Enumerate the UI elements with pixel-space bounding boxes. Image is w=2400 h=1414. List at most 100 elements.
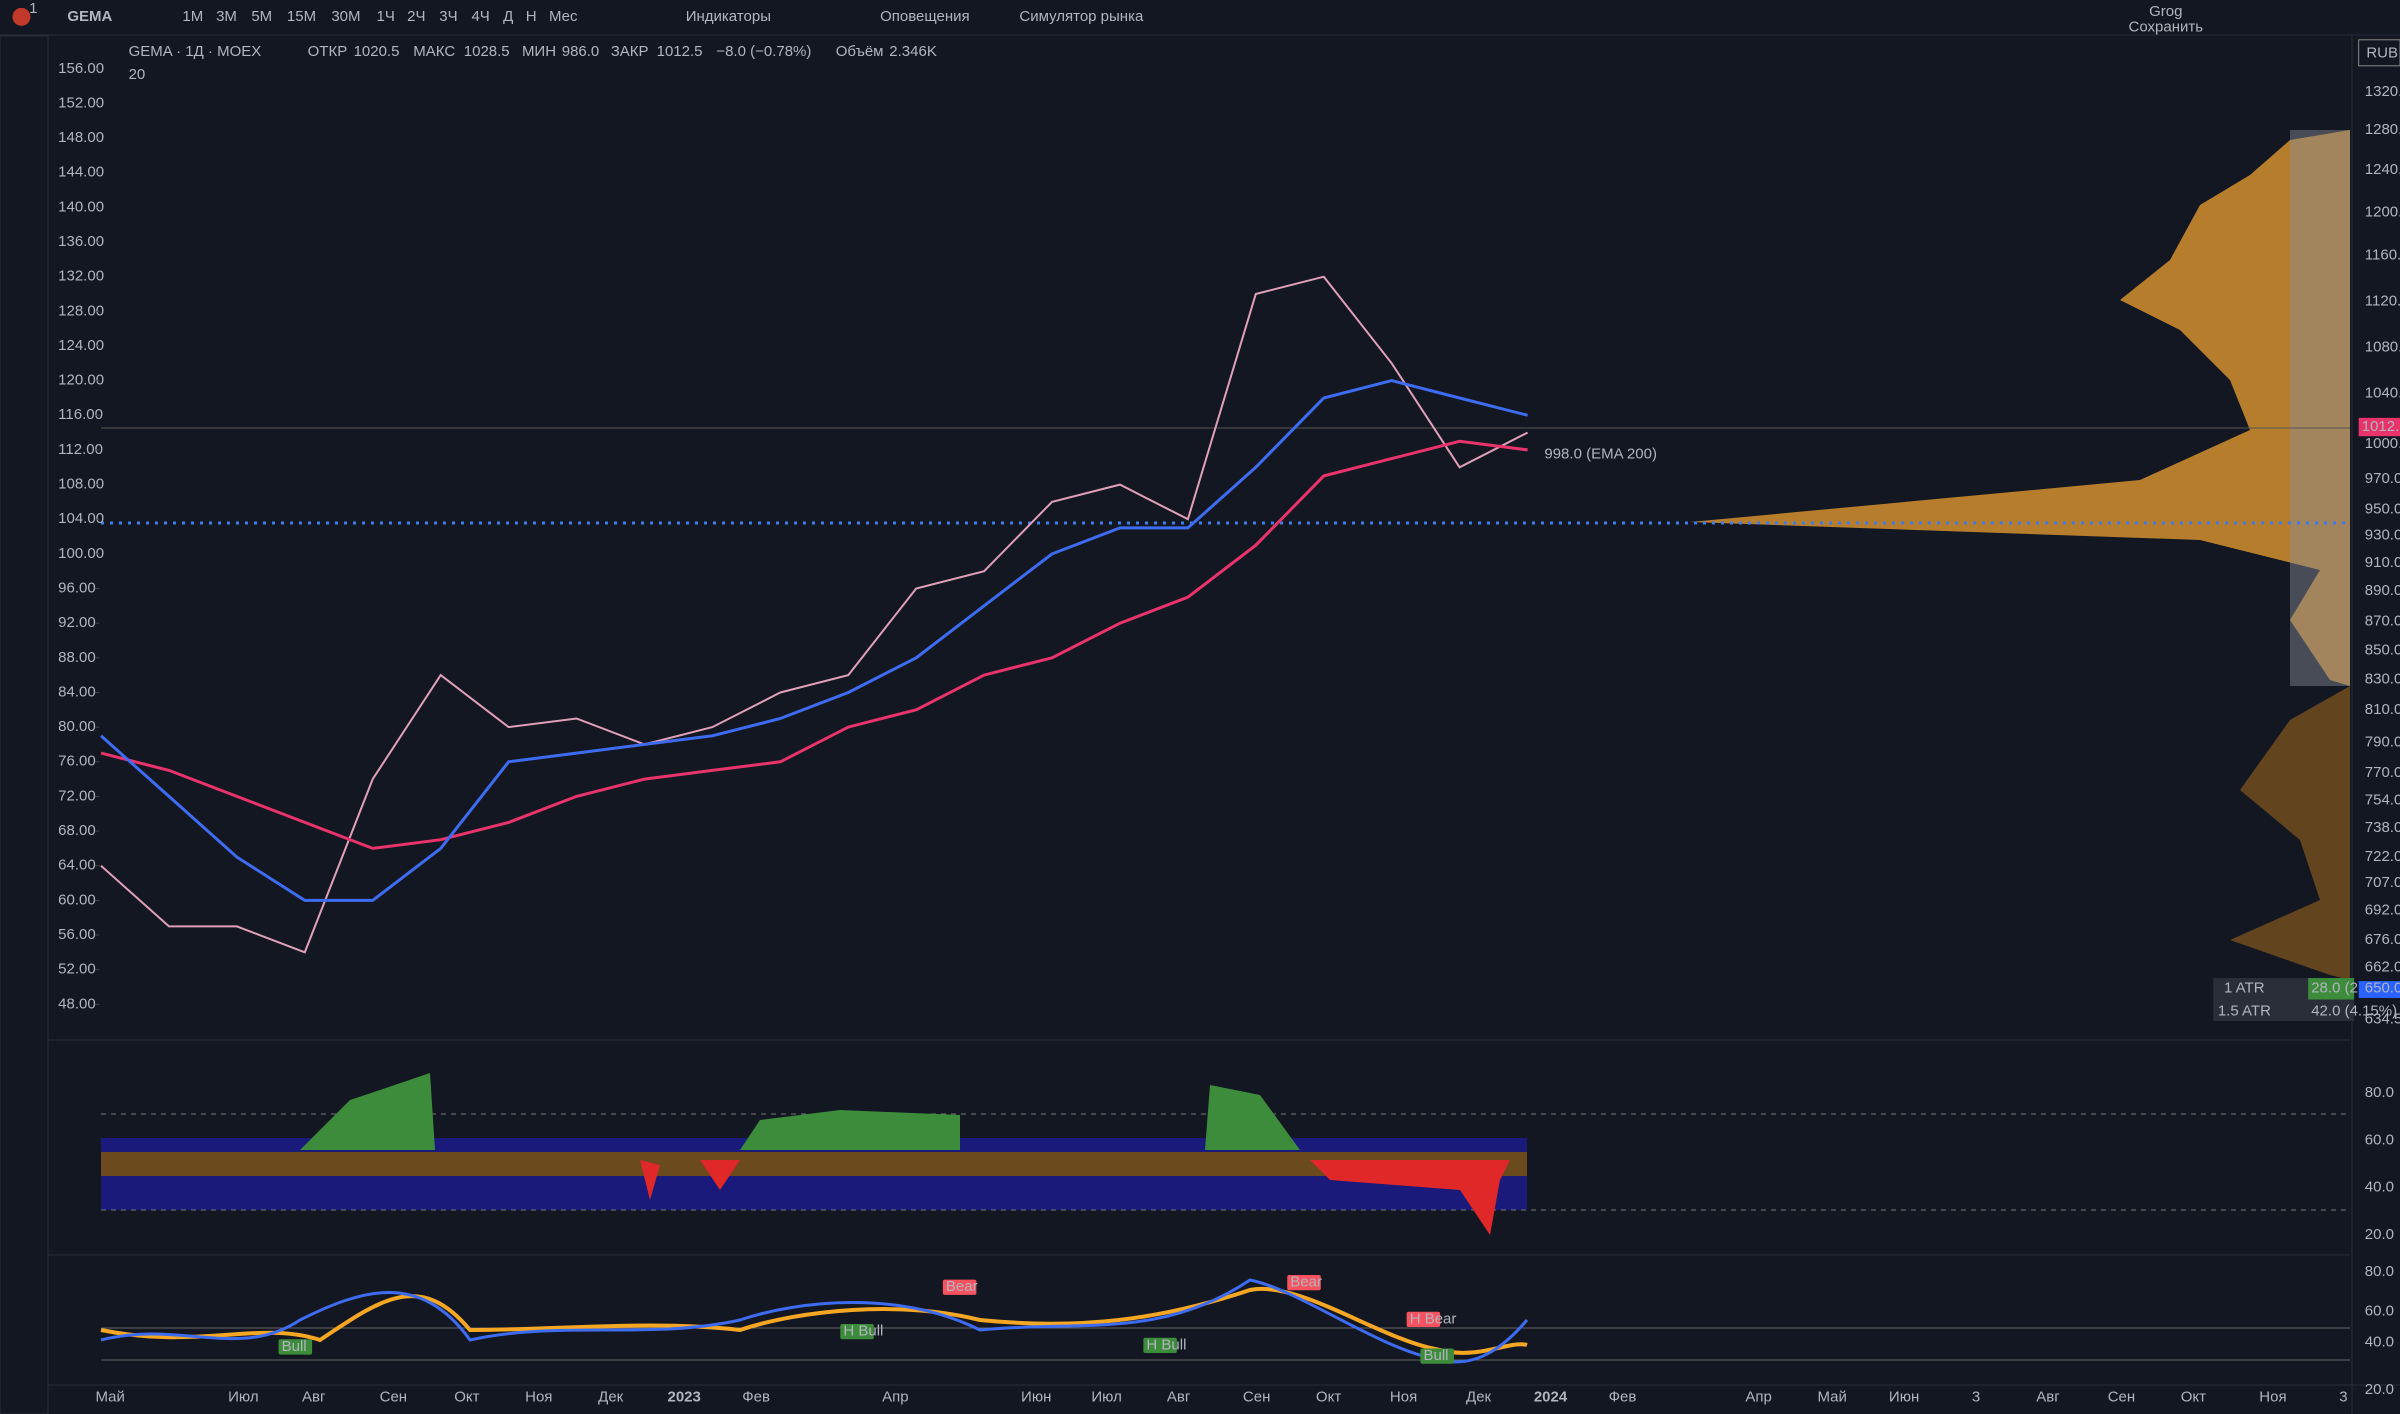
interval-button[interactable]: 3Ч — [439, 8, 457, 25]
right-scale-label: 910.0 — [2365, 554, 2400, 571]
right-scale-label: 1240.00 — [2365, 161, 2400, 178]
time-label: Фев — [1609, 1388, 1637, 1405]
lower-tick: 80.0 — [2365, 1263, 2394, 1280]
legend-text: ОТКР — [308, 43, 348, 60]
time-label: Ноя — [2259, 1388, 2286, 1405]
interval-button[interactable]: 15M — [287, 8, 316, 25]
currency[interactable]: RUB — [2366, 45, 2398, 62]
right-scale-label: 930.0 — [2365, 527, 2400, 544]
right-scale-label: 890.0 — [2365, 582, 2400, 599]
save-button[interactable]: Сохранить — [2129, 19, 2204, 36]
price-line — [100, 379, 1528, 902]
legend-text: 1012.5 — [657, 43, 703, 60]
right-scale-label: 1040.00 — [2365, 384, 2400, 401]
right-scale-label: 850.0 — [2365, 641, 2400, 658]
right-scale-label: 1200.00 — [2365, 204, 2400, 221]
time-label: Май — [1817, 1388, 1846, 1405]
legend-text: 1020.5 — [354, 43, 400, 60]
atr-label: 1.5 ATR — [2218, 1003, 2271, 1020]
y-tick-label: 156.00 — [58, 60, 104, 77]
y-tick-label: 132.00 — [58, 268, 104, 285]
interval-button[interactable]: 4Ч — [471, 8, 489, 25]
right-scale-label: 754.0 — [2365, 791, 2400, 808]
lower-tick: 20.0 — [2365, 1381, 2394, 1398]
right-scale-label: 722.0 — [2365, 848, 2400, 865]
indicators-button[interactable]: Индикаторы — [686, 8, 771, 25]
momentum-line — [100, 1278, 1529, 1364]
legend-text: 986.0 — [562, 43, 600, 60]
y-tick-label: 120.00 — [58, 372, 104, 389]
symbol[interactable]: GEMA — [67, 8, 112, 25]
signal-badge — [1287, 1275, 1321, 1291]
right-scale-label: 970.0 — [2365, 470, 2400, 487]
y-tick-label: 116.00 — [58, 406, 103, 423]
signal-line — [100, 1286, 1528, 1355]
time-label: Сен — [380, 1388, 407, 1405]
user-name[interactable]: Grog — [2149, 3, 2182, 20]
right-scale-label: 810.0 — [2365, 701, 2400, 718]
signal-badge — [278, 1339, 313, 1355]
interval-button[interactable]: 2Ч — [407, 8, 425, 25]
volume-profile — [2230, 686, 2350, 980]
interval-button[interactable]: 5M — [251, 8, 272, 25]
legend-toggle[interactable]: 20 — [129, 66, 146, 83]
time-label: Авг — [2036, 1388, 2060, 1405]
signal-label: Bear — [1290, 1274, 1322, 1291]
right-scale-label: 1120.00 — [2365, 292, 2400, 309]
time-label: Май — [96, 1388, 125, 1405]
time-label: Ноя — [1390, 1388, 1417, 1405]
legend-text: GEMA · 1Д · MOEX — [129, 43, 262, 60]
interval-button[interactable]: 30M — [331, 8, 360, 25]
interval-button[interactable]: Д — [503, 8, 513, 25]
time-label: Дек — [598, 1388, 624, 1405]
right-scale-label: 950.0 — [2365, 501, 2400, 518]
y-tick-label: 72.00 — [58, 787, 96, 804]
y-tick-label: 92.00 — [58, 614, 96, 631]
time-label: Апр — [1745, 1388, 1771, 1405]
atr-value-bg — [2308, 978, 2355, 1000]
oscillator-tick: 20.0 — [2365, 1226, 2394, 1243]
right-scale-label: 662.0 — [2365, 958, 2400, 975]
replay-button[interactable]: Симулятор рынка — [1019, 8, 1144, 25]
time-label: Июл — [228, 1388, 258, 1405]
alerts-button[interactable]: Оповещения — [880, 8, 970, 25]
signal-badge — [1406, 1311, 1441, 1328]
interval-button[interactable]: 1Ч — [377, 8, 395, 25]
interval-button[interactable]: Мес — [549, 8, 578, 25]
zone — [101, 1176, 1527, 1210]
legend-text: Объём — [836, 43, 884, 60]
y-tick-label: 56.00 — [58, 926, 96, 943]
avatar[interactable] — [12, 7, 31, 26]
right-scale-label: 770.0 — [2365, 764, 2400, 781]
time-label: Апр — [882, 1388, 908, 1405]
zone — [101, 1152, 1527, 1176]
oscillator-tick: 80.0 — [2365, 1084, 2394, 1101]
y-tick-label: 52.00 — [58, 961, 96, 978]
y-tick-label: 128.00 — [58, 302, 104, 319]
right-scale-label: 707.0 — [2365, 874, 2400, 891]
y-tick-label: 140.00 — [58, 198, 104, 215]
interval-button[interactable]: 1M — [182, 8, 203, 25]
right-scale-label: 1280.00 — [2365, 121, 2400, 138]
right-scale-label: 692.0 — [2365, 902, 2400, 919]
legend-text: МИН — [522, 43, 556, 60]
oscillator-negative — [640, 1160, 1510, 1235]
y-tick-label: 144.00 — [58, 164, 104, 181]
interval-button[interactable]: Н — [526, 8, 537, 25]
time-label: Авг — [1167, 1388, 1191, 1405]
y-tick-label: 112.00 — [58, 441, 103, 458]
time-label: Июн — [1889, 1388, 1919, 1405]
atr-value: 28.0 (2.7 — [2311, 980, 2370, 997]
signal-label: Bull — [282, 1338, 307, 1355]
time-label: Окт — [454, 1388, 479, 1405]
y-tick-label: 60.00 — [58, 891, 96, 908]
y-tick-label: 100.00 — [58, 545, 104, 562]
right-scale-label: 870.0 — [2365, 612, 2400, 629]
signal-label: H Bull — [1146, 1336, 1186, 1353]
legend-text: 2.346K — [889, 43, 937, 60]
badge: 1 — [29, 0, 37, 17]
interval-button[interactable]: 3M — [216, 8, 237, 25]
y-tick-label: 88.00 — [58, 649, 96, 666]
y-tick-label: 136.00 — [58, 233, 104, 250]
y-tick-label: 68.00 — [58, 822, 96, 839]
